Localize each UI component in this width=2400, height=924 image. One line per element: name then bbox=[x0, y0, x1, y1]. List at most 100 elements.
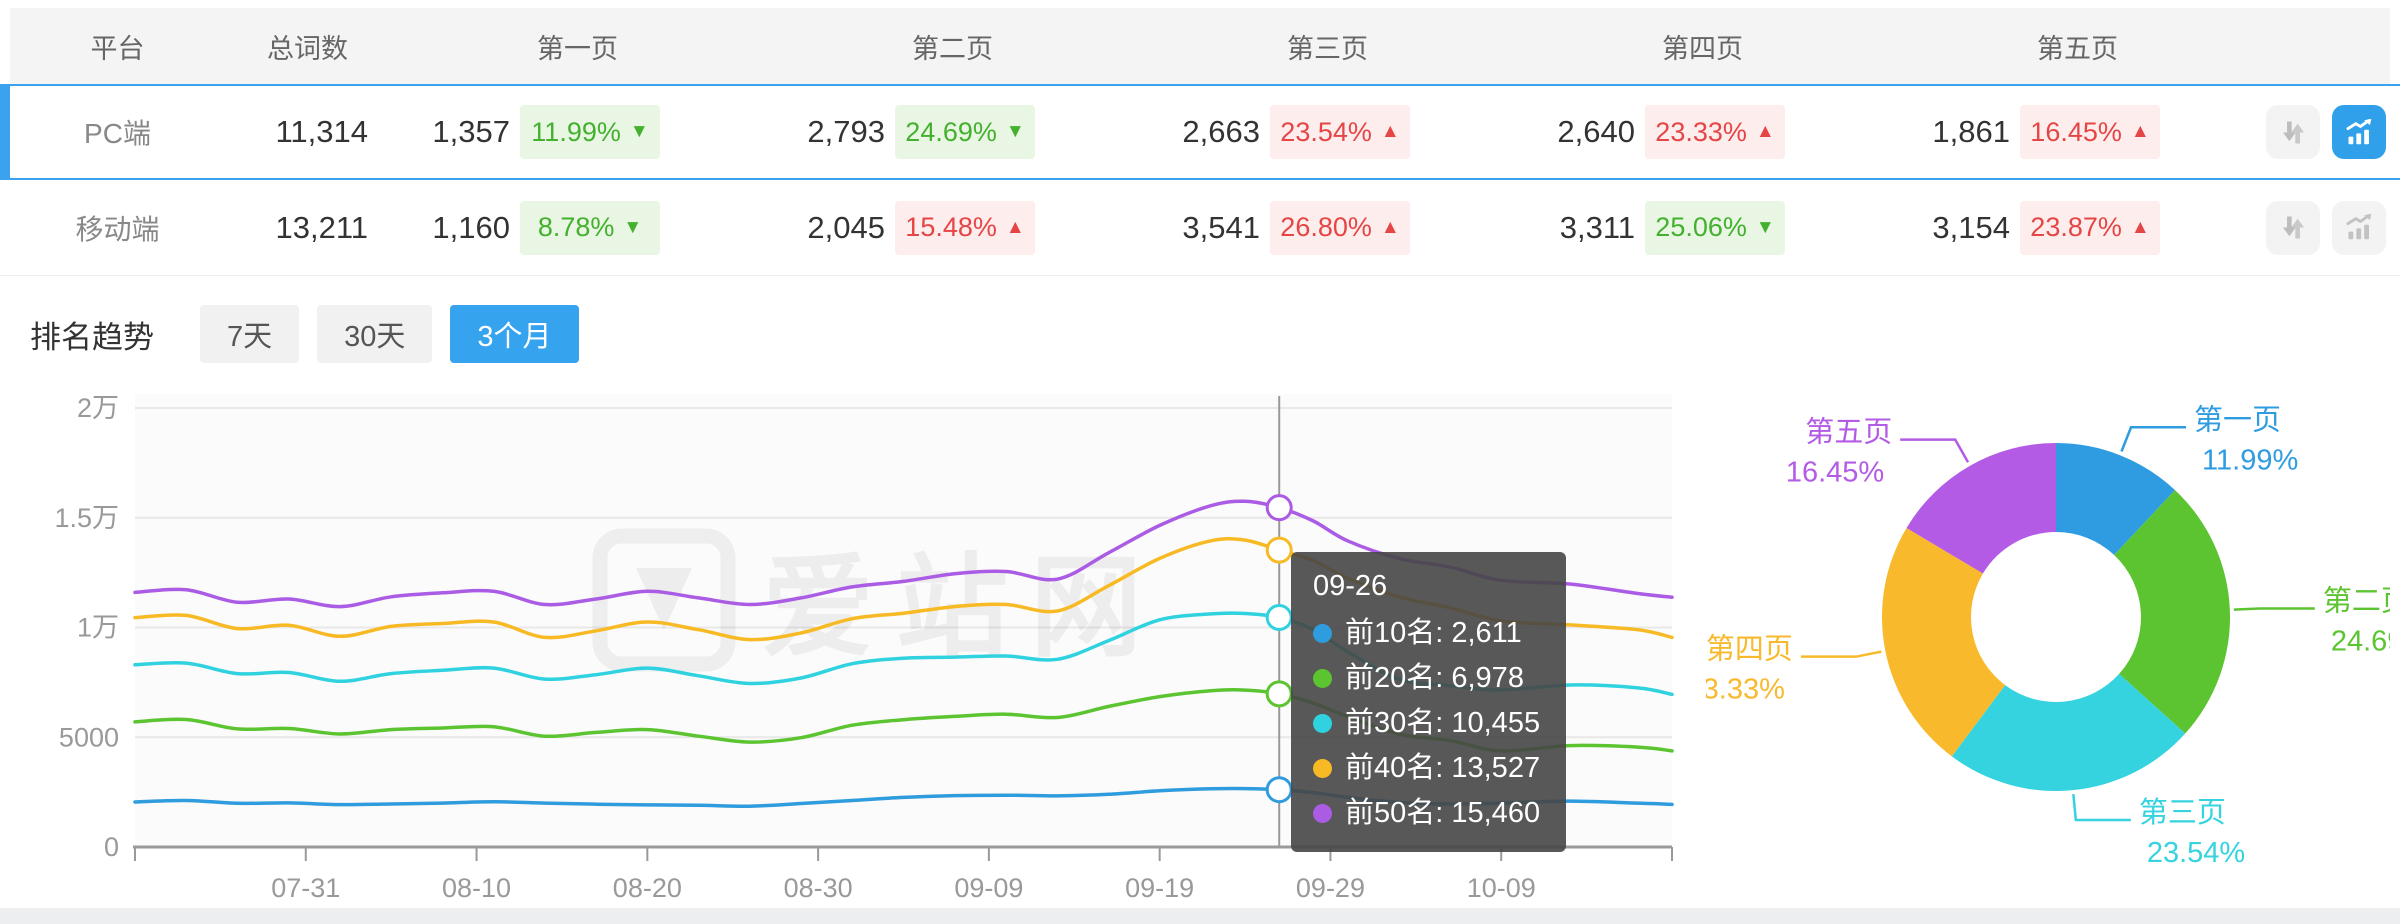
header-cell-page-3: 第三页 bbox=[1287, 33, 1368, 64]
highlight-marker-前40名 bbox=[1265, 536, 1293, 564]
page-count-value: 1,357 bbox=[432, 114, 510, 149]
y-axis-label: 1.5万 bbox=[54, 503, 119, 533]
header-cell-platform: 平台 bbox=[90, 33, 145, 64]
rank-trend-title: 排名趋势 bbox=[30, 319, 154, 355]
change-percent: 25.06% bbox=[1655, 212, 1747, 242]
row-actions bbox=[2265, 200, 2390, 255]
donut-label-line bbox=[1800, 650, 1882, 658]
change-badge: 11.99% ▼ bbox=[520, 105, 660, 159]
table-row-mobile[interactable]: 移动端 13,211 1,160 8.78% ▼ 2,045 15.48% ▲ 3,541 26.… bbox=[0, 180, 2400, 276]
change-percent: 11.99% bbox=[531, 116, 621, 147]
change-percent: 24.69% bbox=[905, 116, 997, 147]
x-axis-label: 09-19 bbox=[1125, 873, 1194, 903]
page-5-cell: 1,861 16.45% ▲ bbox=[1890, 105, 2265, 159]
trend-chart-icon bbox=[2346, 118, 2371, 144]
highlight-marker-前50名 bbox=[1265, 494, 1293, 522]
change-percent: 16.45% bbox=[2030, 116, 2122, 147]
sort-arrows-icon bbox=[2282, 121, 2304, 143]
sort-arrows-icon bbox=[2282, 216, 2304, 239]
highlight-marker-前10名 bbox=[1265, 776, 1293, 804]
highlight-marker-前20名 bbox=[1265, 680, 1293, 708]
page-count-value: 2,045 bbox=[807, 209, 885, 245]
change-badge: 23.54% ▲ bbox=[1270, 105, 1410, 159]
page-count-value: 3,311 bbox=[1559, 209, 1635, 245]
x-axis-label: 10-09 bbox=[1467, 873, 1536, 903]
highlight-marker-前30名 bbox=[1265, 604, 1293, 632]
change-badge: 8.78% ▼ bbox=[520, 200, 660, 255]
header-cell-page-4: 第四页 bbox=[1662, 33, 1743, 64]
page-count-value: 3,541 bbox=[1182, 209, 1260, 245]
arrow-up-icon: ▲ bbox=[1755, 121, 1775, 142]
x-axis-label: 08-30 bbox=[784, 873, 853, 903]
sort-arrows-button[interactable] bbox=[2266, 200, 2320, 255]
trend-range-tabs: 7天 30天 3个月 bbox=[200, 305, 579, 363]
change-badge: 16.45% ▲ bbox=[2020, 105, 2160, 159]
donut-slice-page-4[interactable] bbox=[1882, 527, 2006, 757]
donut-slice-page-3[interactable] bbox=[1951, 673, 2186, 791]
donut-label-page-2: 第二页24.69% bbox=[2323, 584, 2390, 657]
y-axis-label: 1万 bbox=[77, 613, 119, 643]
trend-chart-icon bbox=[2346, 213, 2371, 240]
trend-chart-button[interactable] bbox=[2332, 200, 2386, 255]
change-percent: 26.80% bbox=[1280, 212, 1372, 242]
page-1-cell: 1,160 8.78% ▼ bbox=[390, 200, 765, 255]
change-percent: 23.54% bbox=[1280, 116, 1372, 147]
page-count-value: 2,663 bbox=[1182, 114, 1260, 149]
change-badge: 26.80% ▲ bbox=[1270, 200, 1410, 255]
x-axis-label: 07-31 bbox=[271, 873, 340, 903]
y-axis-label: 5000 bbox=[59, 722, 119, 752]
change-percent: 23.87% bbox=[2030, 212, 2122, 242]
arrow-down-icon: ▼ bbox=[629, 121, 649, 142]
donut-label-page-1: 第一页 11.99% bbox=[2194, 403, 2298, 476]
arrow-up-icon: ▲ bbox=[1380, 216, 1400, 238]
total-words-value: 13,211 bbox=[275, 209, 368, 245]
page-count-value: 1,160 bbox=[432, 209, 510, 245]
rank-trend-line-chart[interactable]: 0 5000 1万 1.5万 2万 爱站网 07-31 08-10 08-20 08-30 09-0… bbox=[0, 368, 1706, 908]
page-4-cell: 2,640 23.33% ▲ bbox=[1515, 105, 1890, 159]
trend-tab-7d[interactable]: 7天 bbox=[200, 305, 300, 363]
page-count-value: 1,861 bbox=[1932, 114, 2010, 149]
page-3-cell: 2,663 23.54% ▲ bbox=[1140, 105, 1515, 159]
x-axis-label: 09-29 bbox=[1296, 873, 1365, 903]
total-words-value: 11,314 bbox=[275, 114, 368, 149]
x-axis-label: 08-20 bbox=[613, 873, 682, 903]
table-row-pc[interactable]: PC端 11,314 1,357 11.99% ▼ 2,793 24.69% ▼ 2,663 23… bbox=[0, 84, 2400, 180]
donut-slice-page-5[interactable] bbox=[1906, 443, 2056, 574]
change-percent: 15.48% bbox=[905, 212, 997, 242]
rank-trend-toolbar: 排名趋势 7天 30天 3个月 bbox=[30, 304, 2390, 364]
donut-label-line bbox=[1900, 438, 1970, 463]
header-cell-total-words: 总词数 bbox=[267, 33, 348, 64]
page-bottom-strip bbox=[0, 908, 2400, 924]
arrow-down-icon: ▼ bbox=[1755, 216, 1775, 238]
sort-arrows-button[interactable] bbox=[2266, 105, 2320, 159]
page-5-cell: 3,154 23.87% ▲ bbox=[1890, 200, 2265, 255]
trend-tab-3m[interactable]: 3个月 bbox=[450, 305, 579, 363]
change-percent: 23.33% bbox=[1655, 116, 1747, 147]
donut-slice-page-2[interactable] bbox=[2114, 490, 2230, 734]
donut-label-page-4: 第四页23.33% bbox=[1706, 633, 1793, 706]
page-count-value: 3,154 bbox=[1932, 209, 2010, 245]
trend-tab-30d[interactable]: 30天 bbox=[317, 305, 433, 363]
page-1-cell: 1,357 11.99% ▼ bbox=[390, 105, 765, 159]
change-percent: 8.78% bbox=[537, 212, 615, 242]
change-badge: 25.06% ▼ bbox=[1645, 200, 1785, 255]
y-axis-label: 2万 bbox=[77, 393, 119, 423]
page-count-value: 2,640 bbox=[1557, 114, 1635, 149]
page-4-cell: 3,311 25.06% ▼ bbox=[1515, 200, 1890, 255]
arrow-down-icon: ▼ bbox=[1005, 121, 1025, 142]
trend-chart-button[interactable] bbox=[2332, 105, 2386, 159]
header-cell-page-1: 第一页 bbox=[537, 33, 618, 64]
arrow-up-icon: ▲ bbox=[2130, 216, 2150, 238]
donut-label-page-3: 第三页 23.54% bbox=[2139, 796, 2245, 869]
header-cell-page-5: 第五页 bbox=[2037, 33, 2118, 64]
donut-slice-page-1[interactable] bbox=[2056, 443, 2176, 556]
donut-label-line bbox=[2233, 607, 2315, 611]
x-axis-label: 08-10 bbox=[442, 873, 511, 903]
arrow-up-icon: ▲ bbox=[1380, 121, 1400, 142]
change-badge: 23.87% ▲ bbox=[2020, 200, 2160, 255]
donut-label-line bbox=[2120, 426, 2187, 452]
